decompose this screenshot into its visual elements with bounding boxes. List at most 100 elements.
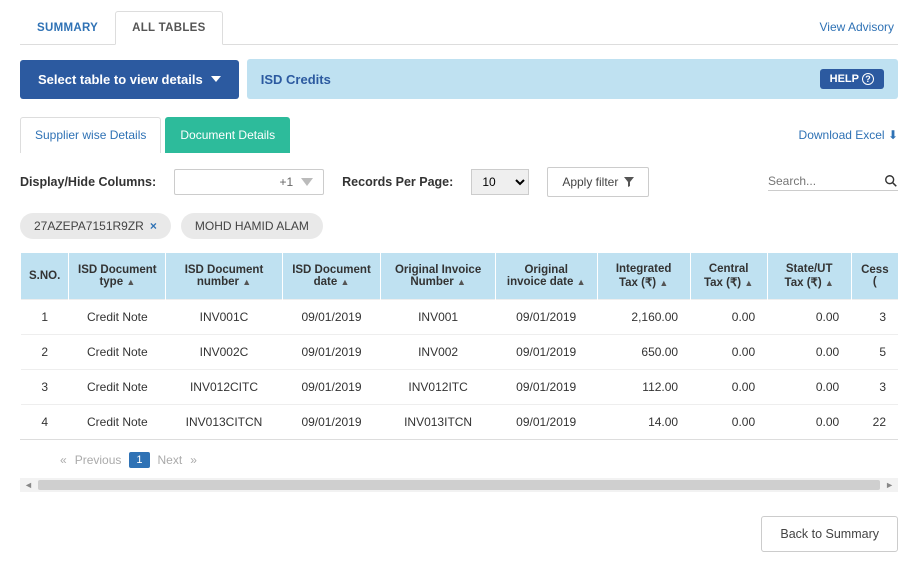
columns-label: Display/Hide Columns: <box>20 175 156 189</box>
cell-doc-num: INV002C <box>166 335 282 370</box>
question-icon: ? <box>862 73 874 85</box>
scroll-thumb[interactable] <box>38 480 880 490</box>
cell-doc-num: INV013CITCN <box>166 405 282 440</box>
col-doc-date[interactable]: ISD Document date ▲ <box>282 253 381 300</box>
download-excel-link[interactable]: Download Excel ⬇ <box>799 128 898 142</box>
cell-doc-date: 09/01/2019 <box>282 335 381 370</box>
cell-cess: 3 <box>851 370 898 405</box>
sort-icon: ▲ <box>457 277 466 287</box>
triangle-down-icon <box>301 178 313 186</box>
cell-sno: 1 <box>21 300 69 335</box>
cell-cess: 3 <box>851 300 898 335</box>
table-row[interactable]: 2Credit NoteINV002C09/01/2019INV00209/01… <box>21 335 899 370</box>
scroll-left-icon[interactable]: ◄ <box>24 480 33 490</box>
pager-last-icon[interactable]: » <box>190 453 197 467</box>
search-wrap <box>768 174 898 191</box>
cell-orig-inv-date: 09/01/2019 <box>495 405 597 440</box>
cell-cess: 5 <box>851 335 898 370</box>
select-table-button[interactable]: Select table to view details <box>20 60 239 99</box>
isd-credits-table: S.NO. ISD Document type ▲ ISD Document n… <box>20 253 898 439</box>
sort-icon: ▲ <box>126 277 135 287</box>
cell-cgst: 0.00 <box>690 335 767 370</box>
cell-sgst: 0.00 <box>767 405 851 440</box>
col-doc-type[interactable]: ISD Document type ▲ <box>69 253 166 300</box>
col-cgst[interactable]: Central Tax (₹) ▲ <box>690 253 767 300</box>
col-sno[interactable]: S.NO. <box>21 253 69 300</box>
chip-label: 27AZEPA7151R9ZR <box>34 219 144 233</box>
cell-doc-date: 09/01/2019 <box>282 370 381 405</box>
download-icon: ⬇ <box>888 128 898 142</box>
close-icon[interactable]: × <box>150 219 157 233</box>
records-per-page-select[interactable]: 10 <box>471 169 529 195</box>
cell-sgst: 0.00 <box>767 300 851 335</box>
table-row[interactable]: 1Credit NoteINV001C09/01/2019INV00109/01… <box>21 300 899 335</box>
table-header-row: S.NO. ISD Document type ▲ ISD Document n… <box>21 253 899 300</box>
download-label: Download Excel <box>799 128 885 142</box>
cell-orig-inv-num: INV013ITCN <box>381 405 495 440</box>
tab-document-details[interactable]: Document Details <box>165 117 290 153</box>
col-sgst[interactable]: State/UT Tax (₹) ▲ <box>767 253 851 300</box>
sort-icon: ▲ <box>825 278 834 288</box>
apply-filter-button[interactable]: Apply filter <box>547 167 649 197</box>
col-igst[interactable]: Integrated Tax (₹) ▲ <box>597 253 690 300</box>
sort-icon: ▲ <box>577 277 586 287</box>
cell-orig-inv-num: INV001 <box>381 300 495 335</box>
cell-igst: 650.00 <box>597 335 690 370</box>
pager-current-page[interactable]: 1 <box>129 452 149 468</box>
cell-orig-inv-date: 09/01/2019 <box>495 370 597 405</box>
back-to-summary-button[interactable]: Back to Summary <box>761 516 898 552</box>
cell-cgst: 0.00 <box>690 405 767 440</box>
search-icon <box>884 174 898 188</box>
filter-chip-gstin[interactable]: 27AZEPA7151R9ZR × <box>20 213 171 239</box>
cell-doc-num: INV012CITC <box>166 370 282 405</box>
cell-cgst: 0.00 <box>690 300 767 335</box>
chevron-down-icon <box>211 76 221 82</box>
cell-igst: 2,160.00 <box>597 300 690 335</box>
help-button[interactable]: HELP? <box>820 69 884 89</box>
cell-sno: 4 <box>21 405 69 440</box>
col-cess[interactable]: Cess ( <box>851 253 898 300</box>
sub-tabs: Supplier wise Details Document Details <box>20 117 294 153</box>
tab-all-tables[interactable]: ALL TABLES <box>115 11 223 45</box>
footer-row: Back to Summary <box>20 516 898 552</box>
cell-sno: 2 <box>21 335 69 370</box>
cell-orig-inv-date: 09/01/2019 <box>495 300 597 335</box>
pager-next[interactable]: Next <box>158 453 183 467</box>
funnel-icon <box>624 177 634 187</box>
tab-summary[interactable]: SUMMARY <box>20 11 115 44</box>
cell-sno: 3 <box>21 370 69 405</box>
filter-label: Apply filter <box>562 175 618 189</box>
columns-select[interactable]: +1 <box>174 169 324 195</box>
sort-icon: ▲ <box>659 278 668 288</box>
section-title-bar: ISD Credits HELP? <box>247 59 898 99</box>
cell-doc-num: INV001C <box>166 300 282 335</box>
cell-sgst: 0.00 <box>767 335 851 370</box>
select-table-label: Select table to view details <box>38 72 203 87</box>
col-orig-inv-date[interactable]: Original invoice date ▲ <box>495 253 597 300</box>
col-doc-num[interactable]: ISD Document number ▲ <box>166 253 282 300</box>
cell-doc-date: 09/01/2019 <box>282 300 381 335</box>
cell-cgst: 0.00 <box>690 370 767 405</box>
view-advisory-link[interactable]: View Advisory <box>816 10 898 44</box>
sort-icon: ▲ <box>242 277 251 287</box>
tab-supplier-details[interactable]: Supplier wise Details <box>20 117 161 153</box>
cell-igst: 112.00 <box>597 370 690 405</box>
pager-first-icon[interactable]: « <box>60 453 67 467</box>
controls-row: Display/Hide Columns: +1 Records Per Pag… <box>20 167 898 197</box>
table-row[interactable]: 3Credit NoteINV012CITC09/01/2019INV012IT… <box>21 370 899 405</box>
cell-orig-inv-num: INV002 <box>381 335 495 370</box>
horizontal-scrollbar[interactable]: ◄ ► <box>20 478 898 492</box>
table-scroll-wrap[interactable]: S.NO. ISD Document type ▲ ISD Document n… <box>20 253 898 440</box>
cell-doc-date: 09/01/2019 <box>282 405 381 440</box>
search-input[interactable] <box>768 174 878 188</box>
section-title: ISD Credits <box>261 72 331 87</box>
pager-prev[interactable]: Previous <box>75 453 122 467</box>
table-row[interactable]: 4Credit NoteINV013CITCN09/01/2019INV013I… <box>21 405 899 440</box>
primary-tabs: SUMMARY ALL TABLES View Advisory <box>20 10 898 45</box>
col-orig-inv-num[interactable]: Original Invoice Number ▲ <box>381 253 495 300</box>
pagination: « Previous 1 Next » <box>20 452 898 468</box>
scroll-right-icon[interactable]: ► <box>885 480 894 490</box>
records-label: Records Per Page: <box>342 175 453 189</box>
filter-chip-name[interactable]: MOHD HAMID ALAM <box>181 213 323 239</box>
help-label: HELP <box>830 73 859 85</box>
